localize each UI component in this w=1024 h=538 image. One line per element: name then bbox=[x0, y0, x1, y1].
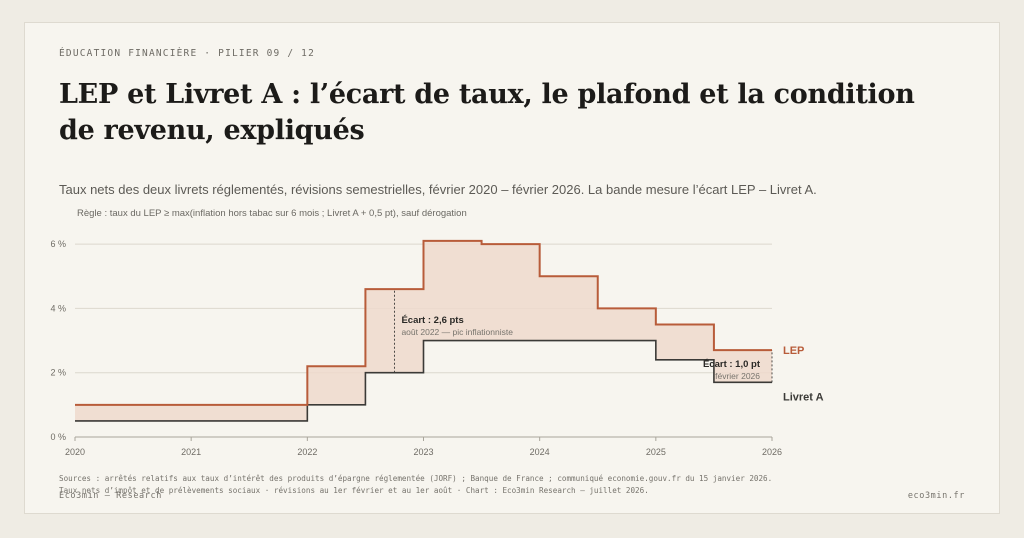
y-tick-label: 0 % bbox=[50, 432, 66, 442]
y-tick-label: 6 % bbox=[50, 239, 66, 249]
annotation-label: Écart : 2,6 pts bbox=[401, 315, 463, 326]
chart-subtitle: Taux nets des deux livrets réglementés, … bbox=[59, 182, 817, 197]
y-tick-label: 2 % bbox=[50, 368, 66, 378]
x-tick-label: 2026 bbox=[762, 447, 782, 457]
x-tick-label: 2025 bbox=[646, 447, 666, 457]
series-label-livret-a: Livret A bbox=[783, 391, 824, 403]
series-line-livret-a bbox=[75, 339, 772, 422]
annotation-label: Écart : 1,0 pt bbox=[703, 359, 761, 370]
rule-note: Règle : taux du LEP ≥ max(inflation hors… bbox=[77, 208, 467, 219]
x-tick-label: 2020 bbox=[65, 447, 85, 457]
sources-line-1: Sources : arrêtés relatifs aux taux d’in… bbox=[59, 474, 773, 483]
annotation-sublabel: août 2022 — pic inflationniste bbox=[401, 327, 513, 337]
sources-line-2: Taux nets d’impôt et de prélèvements soc… bbox=[59, 486, 649, 495]
x-tick-label: 2024 bbox=[530, 447, 550, 457]
series-line-lep bbox=[75, 239, 772, 406]
page-title: LEP et Livret A : l’écart de taux, le pl… bbox=[59, 79, 915, 146]
annotation-sublabel: février 2026 bbox=[715, 371, 760, 381]
x-tick-label: 2023 bbox=[413, 447, 433, 457]
y-tick-label: 4 % bbox=[50, 303, 66, 313]
chart-card: ÉDUCATION FINANCIÈRE · PILIER 09 / 12 LE… bbox=[24, 22, 1000, 514]
series-label-lep: LEP bbox=[783, 345, 804, 357]
brand-right: eco3min.fr bbox=[907, 491, 965, 501]
eyebrow: ÉDUCATION FINANCIÈRE · PILIER 09 / 12 bbox=[59, 48, 316, 59]
x-tick-label: 2021 bbox=[181, 447, 201, 457]
brand-left: Eco3min — Research bbox=[59, 491, 162, 501]
x-tick-label: 2022 bbox=[297, 447, 317, 457]
sources-note: Sources : arrêtés relatifs aux taux d’in… bbox=[59, 473, 819, 497]
